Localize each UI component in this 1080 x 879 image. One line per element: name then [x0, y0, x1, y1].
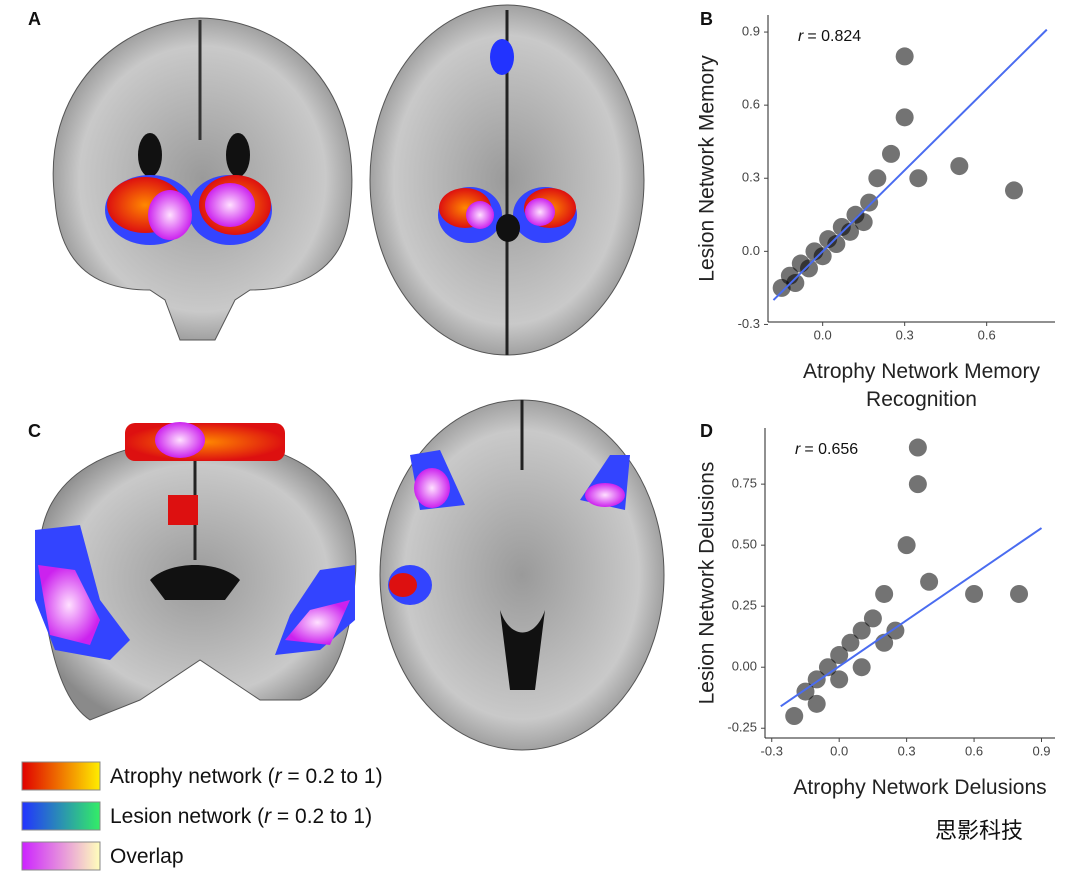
- scatter-point: [882, 144, 900, 163]
- r-value: = 0.656: [804, 441, 858, 458]
- x-tick-label: -0.3: [761, 743, 783, 758]
- r-italic: r: [798, 28, 804, 45]
- y-axis-title: Lesion Network Delusions: [696, 462, 719, 705]
- scatter-point: [807, 694, 826, 713]
- scatter-point: [852, 621, 871, 640]
- scatter-point: [965, 584, 984, 603]
- regression-line: [772, 28, 1048, 301]
- x-tick-label: 0.3: [896, 327, 914, 342]
- y-tick-label: 0.9: [742, 23, 760, 38]
- legend-italic: r: [275, 765, 283, 788]
- scatter-point: [863, 609, 882, 628]
- x-tick-label: 0.0: [830, 743, 848, 758]
- legend-swatch: [21, 801, 101, 831]
- r-annotation: r = 0.824: [798, 28, 861, 45]
- regression-line: [780, 527, 1043, 708]
- brain-axial-a: [369, 4, 645, 356]
- scatter-point: [785, 707, 804, 726]
- panel-label: D: [700, 421, 713, 441]
- x-tick-label: 0.6: [978, 327, 996, 342]
- legend-text: Atrophy network (: [110, 765, 275, 788]
- scatter-point: [800, 259, 818, 278]
- scatter-point: [920, 572, 939, 591]
- scatter-point: [886, 621, 905, 640]
- r-annotation: r = 0.656: [795, 441, 858, 458]
- scatter-point: [841, 222, 859, 241]
- scatter-point: [897, 536, 916, 555]
- x-tick-label: 0.6: [965, 743, 983, 758]
- x-axis-title-line: Atrophy Network Memory: [803, 360, 1040, 383]
- x-tick-label: 0.0: [814, 327, 832, 342]
- x-tick-label: 0.3: [898, 743, 916, 758]
- scatter-point: [830, 646, 849, 665]
- legend-swatch: [21, 841, 101, 871]
- scatter-point: [813, 247, 832, 266]
- scatter-point: [786, 274, 805, 293]
- r-italic: r: [795, 441, 801, 458]
- legend-italic: r: [264, 805, 272, 828]
- legend-label: Atrophy network (r = 0.2 to 1): [110, 765, 383, 788]
- legend-label: Overlap: [110, 845, 184, 868]
- panel-label: C: [28, 421, 41, 441]
- legend-text: Lesion network (: [110, 805, 264, 828]
- y-tick-label: -0.3: [738, 316, 760, 331]
- scatter-point: [1010, 584, 1029, 603]
- brain-coronal-c: [35, 422, 357, 721]
- y-tick-label: 0.50: [732, 537, 757, 552]
- y-tick-label: 0.3: [742, 170, 760, 185]
- y-tick-label: 0.75: [732, 476, 757, 491]
- scatter-point: [909, 169, 928, 188]
- legend-text: Overlap: [110, 845, 184, 868]
- x-axis-title: Atrophy Network Delusions: [793, 776, 1046, 799]
- scatter-point: [827, 235, 846, 254]
- y-tick-label: 0.0: [742, 243, 760, 258]
- panel-label: B: [700, 9, 713, 29]
- y-tick-label: 0.6: [742, 97, 760, 112]
- brain-axial-c: [379, 399, 665, 751]
- panel-label: A: [28, 9, 41, 29]
- scatter-point: [830, 670, 849, 689]
- r-value: = 0.824: [807, 28, 861, 45]
- scatter-point: [895, 47, 914, 66]
- scatter-point: [860, 193, 879, 212]
- legend-text: = 0.2 to 1): [282, 765, 383, 788]
- watermark: 思影科技: [935, 818, 1023, 843]
- x-axis-title-line: Recognition: [866, 388, 977, 411]
- y-tick-label: 0.25: [732, 598, 757, 613]
- legend-swatch: [21, 761, 101, 791]
- scatter-point: [852, 658, 871, 677]
- scatter-point: [950, 157, 969, 176]
- scatter-point: [854, 213, 873, 232]
- x-axis-title-line: Atrophy Network Delusions: [793, 776, 1046, 799]
- brain-coronal-a: [52, 17, 353, 341]
- scatter-point: [1005, 181, 1023, 200]
- x-tick-label: 0.9: [1032, 743, 1050, 758]
- legend-text: = 0.2 to 1): [271, 805, 372, 828]
- scatter-point: [841, 633, 860, 652]
- scatter-point: [875, 584, 894, 603]
- y-tick-label: 0.00: [732, 659, 757, 674]
- scatter-point: [895, 108, 914, 127]
- scatter-point: [908, 438, 927, 457]
- y-axis-title: Lesion Network Memory: [696, 55, 719, 282]
- x-axis-title: Atrophy Network Memory Recognition: [803, 360, 1040, 411]
- scatter-point: [868, 169, 887, 188]
- y-tick-label: -0.25: [727, 720, 757, 735]
- legend-label: Lesion network (r = 0.2 to 1): [110, 805, 372, 828]
- scatter-point: [908, 475, 927, 494]
